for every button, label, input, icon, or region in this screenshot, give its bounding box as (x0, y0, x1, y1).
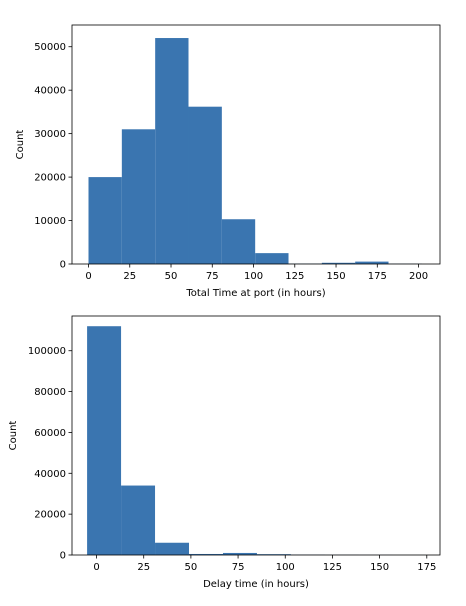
x-axis-label: Delay time (in hours) (203, 579, 309, 590)
y-tick-label: 80000 (34, 387, 66, 398)
y-tick-label: 0 (60, 260, 66, 271)
x-tick-label: 75 (206, 271, 219, 282)
histogram-bar (155, 38, 189, 264)
x-axis-label: Total Time at port (in hours) (185, 288, 325, 299)
x-tick-label: 50 (185, 562, 198, 573)
histogram-bar (256, 554, 291, 555)
y-tick-label: 20000 (34, 173, 66, 184)
histogram-bar (222, 552, 257, 555)
x-tick-label: 100 (276, 562, 295, 573)
histogram-bar (221, 219, 256, 264)
y-tick-label: 30000 (34, 129, 66, 140)
x-tick-label: 75 (232, 562, 245, 573)
histogram-bar (121, 129, 156, 264)
x-tick-label: 100 (244, 271, 263, 282)
x-tick-label: 125 (323, 562, 342, 573)
plot-frame (71, 24, 441, 265)
y-tick-label: 20000 (34, 510, 66, 521)
x-tick-label: 200 (409, 271, 428, 282)
y-tick-label: 60000 (34, 428, 66, 439)
y-axis-label: Count (8, 421, 19, 451)
x-tick-label: 125 (285, 271, 304, 282)
y-axis: 0 20000 40000 60000 80000 100000 (28, 346, 72, 562)
y-tick-label: 100000 (28, 346, 66, 357)
y-tick-label: 10000 (34, 216, 66, 227)
bars (88, 38, 422, 264)
x-tick-label: 0 (85, 271, 91, 282)
x-tick-label: 175 (368, 271, 387, 282)
y-axis: 0 10000 20000 30000 40000 50000 (34, 42, 72, 271)
histogram-bar (87, 326, 122, 555)
y-tick-label: 40000 (34, 469, 66, 480)
plot-frame (71, 315, 441, 556)
y-tick-label: 50000 (34, 42, 66, 53)
histogram-bar (121, 485, 156, 555)
x-tick-label: 50 (165, 271, 178, 282)
chart-2: 0 25 50 75 100 125 150 175 0 20000 40000 60000 80000… (8, 315, 441, 590)
histogram-bar (155, 542, 190, 555)
x-tick-label: 25 (123, 271, 136, 282)
x-tick-label: 25 (137, 562, 150, 573)
x-axis: 0 25 50 75 100 125 150 175 200 (85, 264, 428, 282)
y-tick-label: 0 (60, 551, 66, 562)
histogram-bar (255, 253, 289, 264)
chart-1: 0 25 50 75 100 125 150 175 200 0 10000 20000 30000 40… (15, 24, 441, 299)
histogram-bar (188, 106, 222, 264)
y-tick-label: 40000 (34, 86, 66, 97)
histogram-bar (189, 553, 223, 555)
bars (87, 326, 427, 555)
y-axis-label: Count (15, 130, 26, 160)
x-tick-label: 150 (370, 562, 389, 573)
histogram-bar (321, 262, 356, 264)
histogram-bar (88, 177, 122, 264)
x-tick-label: 0 (93, 562, 99, 573)
x-axis: 0 25 50 75 100 125 150 175 (93, 555, 436, 573)
x-tick-label: 150 (326, 271, 345, 282)
x-tick-label: 175 (417, 562, 436, 573)
histogram-bar (355, 261, 389, 264)
